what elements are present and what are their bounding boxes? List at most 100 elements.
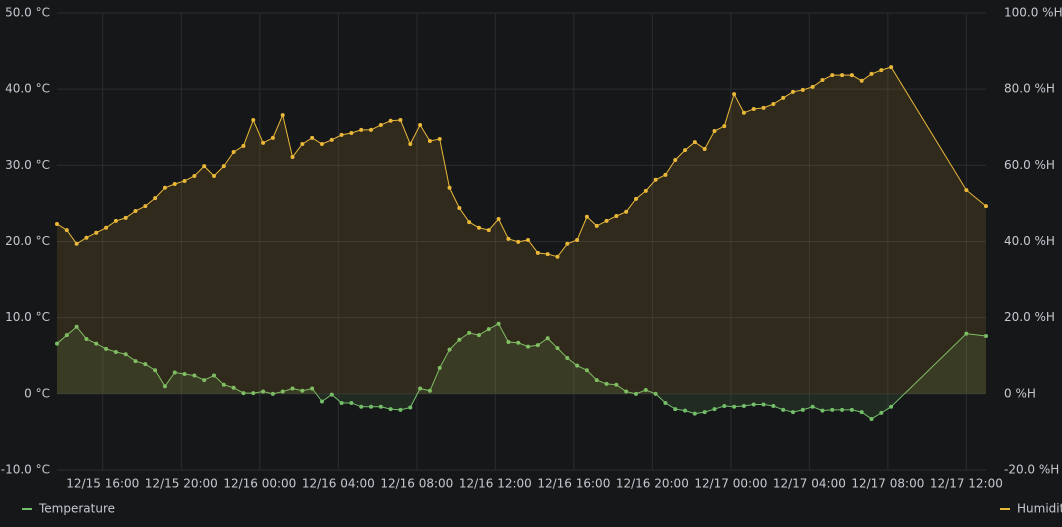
data-point: [889, 65, 894, 70]
data-point: [300, 388, 305, 393]
y2-tick-label: 60.0 %H: [1004, 158, 1055, 172]
data-point: [74, 241, 79, 246]
data-point: [143, 362, 148, 367]
data-point: [113, 218, 118, 223]
data-point: [879, 410, 884, 415]
data-point: [418, 122, 423, 127]
data-point: [427, 138, 432, 143]
y-tick-label: 40.0 °C: [5, 82, 50, 96]
data-point: [427, 388, 432, 393]
data-point: [984, 204, 988, 209]
data-point: [751, 106, 756, 111]
data-point: [113, 349, 118, 354]
data-point: [270, 391, 275, 396]
legend-label: Temperature: [38, 502, 115, 516]
data-point: [859, 78, 864, 83]
y-tick-label: 20.0 °C: [5, 234, 50, 248]
x-tick-label: 12/17 04:00: [773, 477, 846, 491]
data-point: [859, 410, 864, 415]
data-point: [800, 407, 805, 412]
data-point: [369, 404, 374, 409]
data-point: [310, 135, 315, 140]
data-point: [74, 324, 79, 329]
data-point: [329, 392, 334, 397]
data-point: [526, 237, 531, 242]
data-point: [830, 407, 835, 412]
y2-tick-label: -20.0 %H: [1004, 463, 1059, 477]
data-point: [614, 382, 619, 387]
data-point: [879, 68, 884, 73]
data-point: [849, 73, 854, 78]
data-point: [771, 102, 776, 107]
data-point: [123, 352, 128, 357]
data-point: [447, 185, 452, 190]
data-point: [555, 346, 560, 351]
x-tick-label: 12/15 20:00: [145, 477, 218, 491]
data-point: [476, 333, 481, 338]
data-point: [221, 382, 226, 387]
data-point: [359, 127, 364, 132]
data-point: [604, 381, 609, 386]
series-area: [57, 323, 986, 419]
data-point: [221, 164, 226, 169]
data-point: [712, 407, 717, 412]
data-point: [516, 340, 521, 345]
data-point: [359, 404, 364, 409]
series-line: [56, 323, 987, 420]
data-point: [467, 220, 472, 225]
data-point: [653, 177, 658, 182]
data-point: [702, 410, 707, 415]
data-point: [545, 336, 550, 341]
data-point: [830, 73, 835, 78]
data-point: [133, 359, 138, 364]
data-point: [820, 78, 825, 83]
data-point: [64, 333, 69, 338]
data-point: [869, 71, 874, 76]
data-point: [457, 205, 462, 210]
series-line: [56, 66, 987, 258]
data-point: [486, 228, 491, 233]
data-point: [418, 386, 423, 391]
data-point: [398, 407, 403, 412]
data-point: [192, 173, 197, 178]
data-point: [153, 368, 158, 373]
data-point: [761, 105, 766, 110]
data-point: [280, 113, 285, 118]
data-point: [496, 217, 501, 222]
data-point: [732, 404, 737, 409]
data-point: [516, 239, 521, 244]
data-point: [741, 110, 746, 115]
data-point: [182, 178, 187, 183]
data-point: [104, 225, 109, 230]
data-point: [319, 399, 324, 404]
data-point: [633, 391, 638, 396]
data-point: [584, 214, 589, 219]
data-point: [555, 254, 560, 259]
data-point: [369, 127, 374, 132]
data-point: [310, 386, 315, 391]
data-point: [781, 407, 786, 412]
y-tick-label: 10.0 °C: [5, 310, 50, 324]
data-point: [526, 344, 531, 349]
data-point: [869, 416, 874, 421]
data-point: [84, 336, 89, 341]
data-point: [575, 363, 580, 368]
data-point: [761, 402, 766, 407]
data-point: [398, 118, 403, 123]
data-point: [751, 402, 756, 407]
data-point: [231, 150, 236, 155]
data-point: [663, 400, 668, 405]
data-point: [643, 388, 648, 393]
y-tick-label: 30.0 °C: [5, 158, 50, 172]
data-point: [984, 333, 988, 338]
data-point: [64, 228, 69, 233]
data-point: [486, 327, 491, 332]
data-point: [800, 87, 805, 92]
data-point: [964, 331, 969, 336]
data-point: [506, 340, 511, 345]
data-point: [261, 140, 266, 145]
data-point: [467, 330, 472, 335]
data-point: [192, 373, 197, 378]
data-point: [545, 252, 550, 257]
data-point: [810, 84, 815, 89]
